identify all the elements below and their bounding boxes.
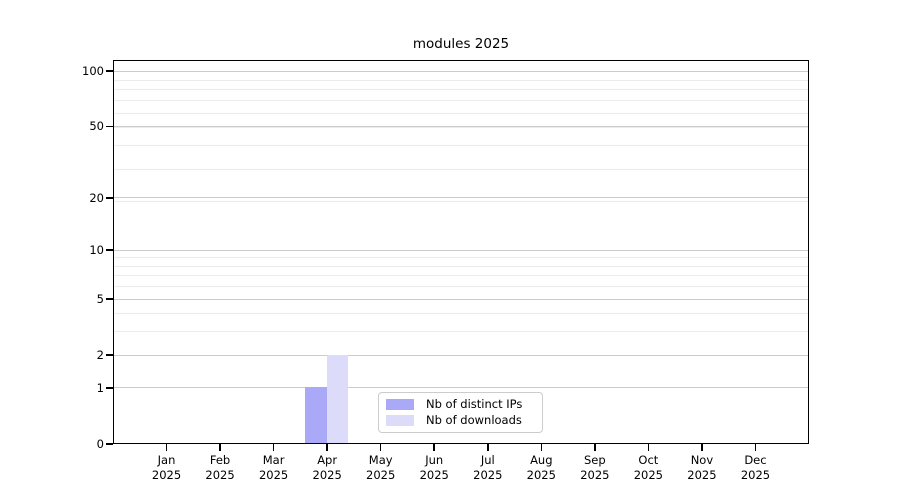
x-tick-label: Jan 2025 xyxy=(151,453,182,482)
gridline-minor xyxy=(114,286,808,288)
x-tick-label: Feb 2025 xyxy=(205,453,235,482)
x-tick-mark xyxy=(754,444,757,451)
gridline-major xyxy=(114,125,808,127)
x-tick-label: Jul 2025 xyxy=(473,453,503,482)
x-tick-label: Aug 2025 xyxy=(526,453,556,482)
gridline-minor xyxy=(114,112,808,114)
y-tick-mark xyxy=(106,70,113,72)
gridline-minor xyxy=(114,100,808,102)
gridline-minor xyxy=(114,79,808,81)
x-tick-label: Dec 2025 xyxy=(740,453,771,482)
x-tick-mark xyxy=(647,444,650,451)
plot-area xyxy=(113,60,809,444)
y-tick-label: 2 xyxy=(96,348,104,363)
gridline-minor xyxy=(114,257,808,259)
x-tick-label: Mar 2025 xyxy=(258,453,289,482)
x-tick-label: Sep 2025 xyxy=(580,453,610,482)
y-tick-label: 10 xyxy=(89,243,104,258)
x-tick-mark xyxy=(326,444,328,451)
gridline-minor xyxy=(114,265,808,267)
x-tick-label: Jun 2025 xyxy=(419,453,449,482)
y-tick-mark xyxy=(106,298,113,301)
bar-nb-of-downloads-apr xyxy=(326,354,348,444)
y-tick-label: 5 xyxy=(96,292,104,307)
gridline-minor xyxy=(114,89,808,91)
gridline-minor xyxy=(114,145,808,147)
legend-swatch-downloads xyxy=(386,414,414,426)
gridline-minor xyxy=(114,275,808,277)
y-tick-label: 20 xyxy=(89,191,104,206)
x-tick-mark xyxy=(594,444,596,451)
legend-label-downloads: Nb of downloads xyxy=(426,412,522,427)
gridline-minor xyxy=(114,331,808,333)
x-tick-mark xyxy=(701,444,703,451)
x-tick-mark xyxy=(540,444,543,451)
legend-item-downloads: Nb of downloads xyxy=(386,413,534,428)
legend-label-distinct-ips: Nb of distinct IPs xyxy=(426,397,523,412)
y-tick-label: 0 xyxy=(96,437,104,451)
y-tick-label: 100 xyxy=(82,64,104,79)
legend-item-distinct-ips: Nb of distinct IPs xyxy=(386,397,534,412)
x-tick-mark xyxy=(272,444,275,451)
y-tick-mark xyxy=(106,354,113,357)
y-tick-mark xyxy=(106,125,113,128)
gridline-major xyxy=(114,197,808,199)
x-tick-label: Oct 2025 xyxy=(633,453,664,482)
chart-title: modules 2025 xyxy=(412,36,510,52)
gridline-minor xyxy=(114,168,808,170)
x-tick-mark xyxy=(219,444,221,451)
y-tick-mark xyxy=(106,443,113,445)
gridline-major xyxy=(114,354,808,356)
gridline-minor xyxy=(114,201,808,203)
y-tick-mark xyxy=(106,249,113,252)
x-tick-label: May 2025 xyxy=(366,453,396,482)
gridline-minor xyxy=(114,313,808,315)
x-tick-mark xyxy=(433,444,436,451)
x-tick-mark xyxy=(379,444,382,451)
y-tick-label: 1 xyxy=(96,381,104,395)
bar-nb-of-distinct-ips-apr xyxy=(305,387,327,444)
x-tick-label: Apr 2025 xyxy=(312,453,342,482)
y-tick-label: 50 xyxy=(89,119,104,134)
x-tick-mark xyxy=(165,444,168,451)
x-tick-mark xyxy=(486,444,489,451)
legend: Nb of distinct IPs Nb of downloads xyxy=(378,392,543,433)
gridline-major xyxy=(114,387,808,389)
gridline-major xyxy=(114,249,808,251)
y-tick-mark xyxy=(106,387,113,389)
legend-swatch-distinct-ips xyxy=(386,399,414,411)
gridline-major xyxy=(114,70,808,72)
gridline-minor xyxy=(114,127,808,129)
x-tick-label: Nov 2025 xyxy=(687,453,717,482)
y-tick-mark xyxy=(106,197,113,199)
gridline-major xyxy=(114,298,808,300)
